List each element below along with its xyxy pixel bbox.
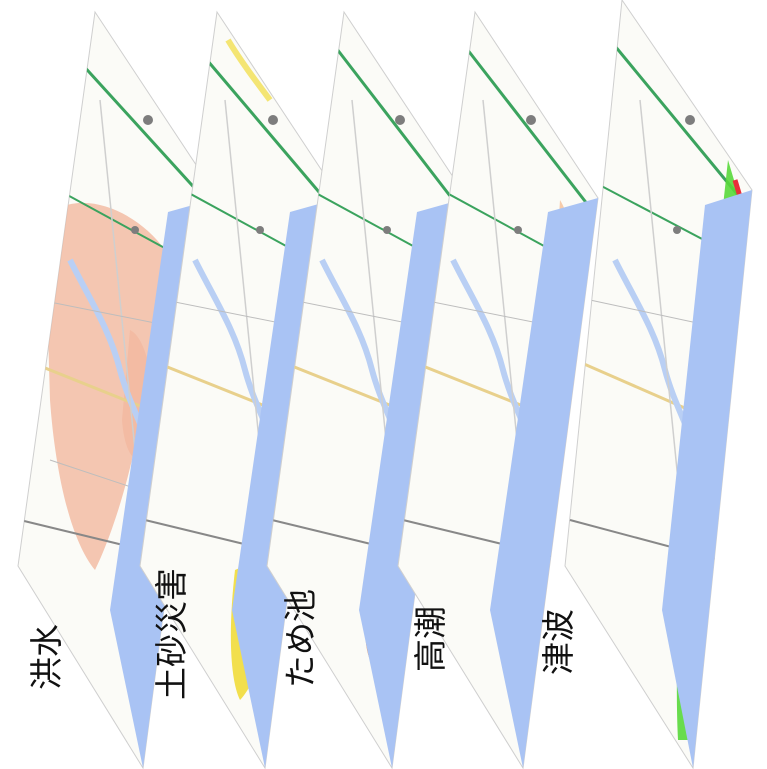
label-landslide: 土砂災害 <box>152 568 191 700</box>
label-storm-surge: 高潮 <box>411 606 450 672</box>
label-flood: 洪水 <box>27 624 66 690</box>
flood-hazard-area <box>47 202 166 570</box>
label-tsunami: 津波 <box>539 609 578 675</box>
map-layer-storm-surge <box>397 10 599 769</box>
map-layer-tsunami <box>564 0 753 769</box>
label-reservoir: ため池 <box>281 589 320 688</box>
